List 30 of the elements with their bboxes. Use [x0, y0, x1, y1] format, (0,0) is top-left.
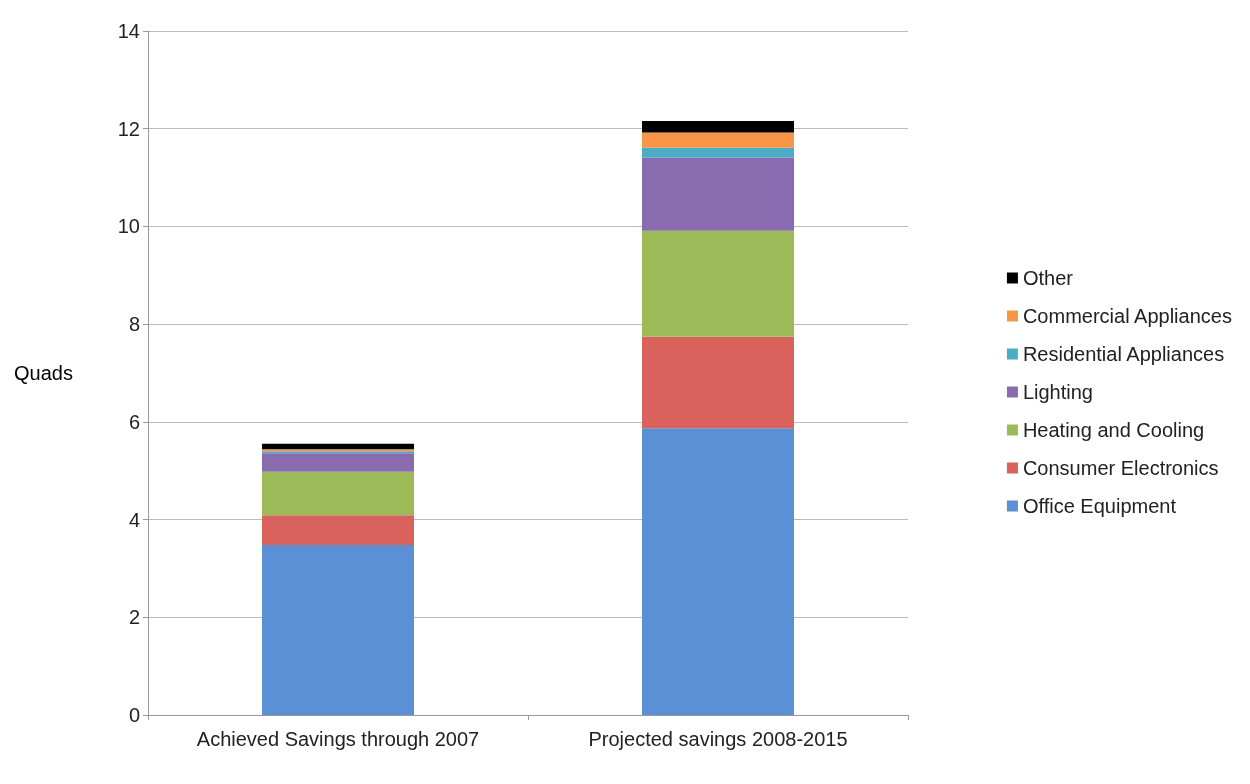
bar: [642, 132, 794, 148]
bar: [642, 157, 794, 231]
legend-label: Other: [1022, 267, 1074, 289]
y-axis-title: Quads: [14, 362, 73, 384]
y-tick-label: 4: [128, 508, 140, 531]
bar: [262, 453, 414, 472]
legend-label: Office Equipment: [1022, 495, 1177, 517]
y-tick-label: 2: [128, 606, 140, 629]
y-tick-label: 8: [128, 313, 140, 336]
y-tick-label: 6: [128, 410, 140, 433]
y-tick-label: 12: [117, 117, 140, 140]
legend-label: Consumer Electronics: [1022, 457, 1219, 479]
bar: [642, 230, 794, 337]
bar: [642, 147, 794, 158]
bar: [262, 515, 414, 545]
legend-label: Heating and Cooling: [1022, 419, 1205, 441]
legend-label: Residential Appliances: [1022, 343, 1225, 365]
bar: [642, 120, 794, 133]
x-tick-label: Projected savings 2008-2015: [588, 728, 848, 750]
bar: [262, 471, 414, 516]
y-tick-label: 10: [117, 215, 140, 238]
bar: [642, 428, 794, 715]
y-tick-label: 0: [128, 704, 140, 726]
bar: [642, 336, 794, 429]
y-tick-label: 14: [117, 20, 140, 42]
legend-label: Lighting: [1022, 381, 1093, 403]
legend-label: Commercial Appliances: [1022, 305, 1232, 327]
x-tick-label: Achieved Savings through 2007: [196, 728, 480, 750]
bar: [262, 544, 414, 715]
bar: [262, 443, 414, 450]
